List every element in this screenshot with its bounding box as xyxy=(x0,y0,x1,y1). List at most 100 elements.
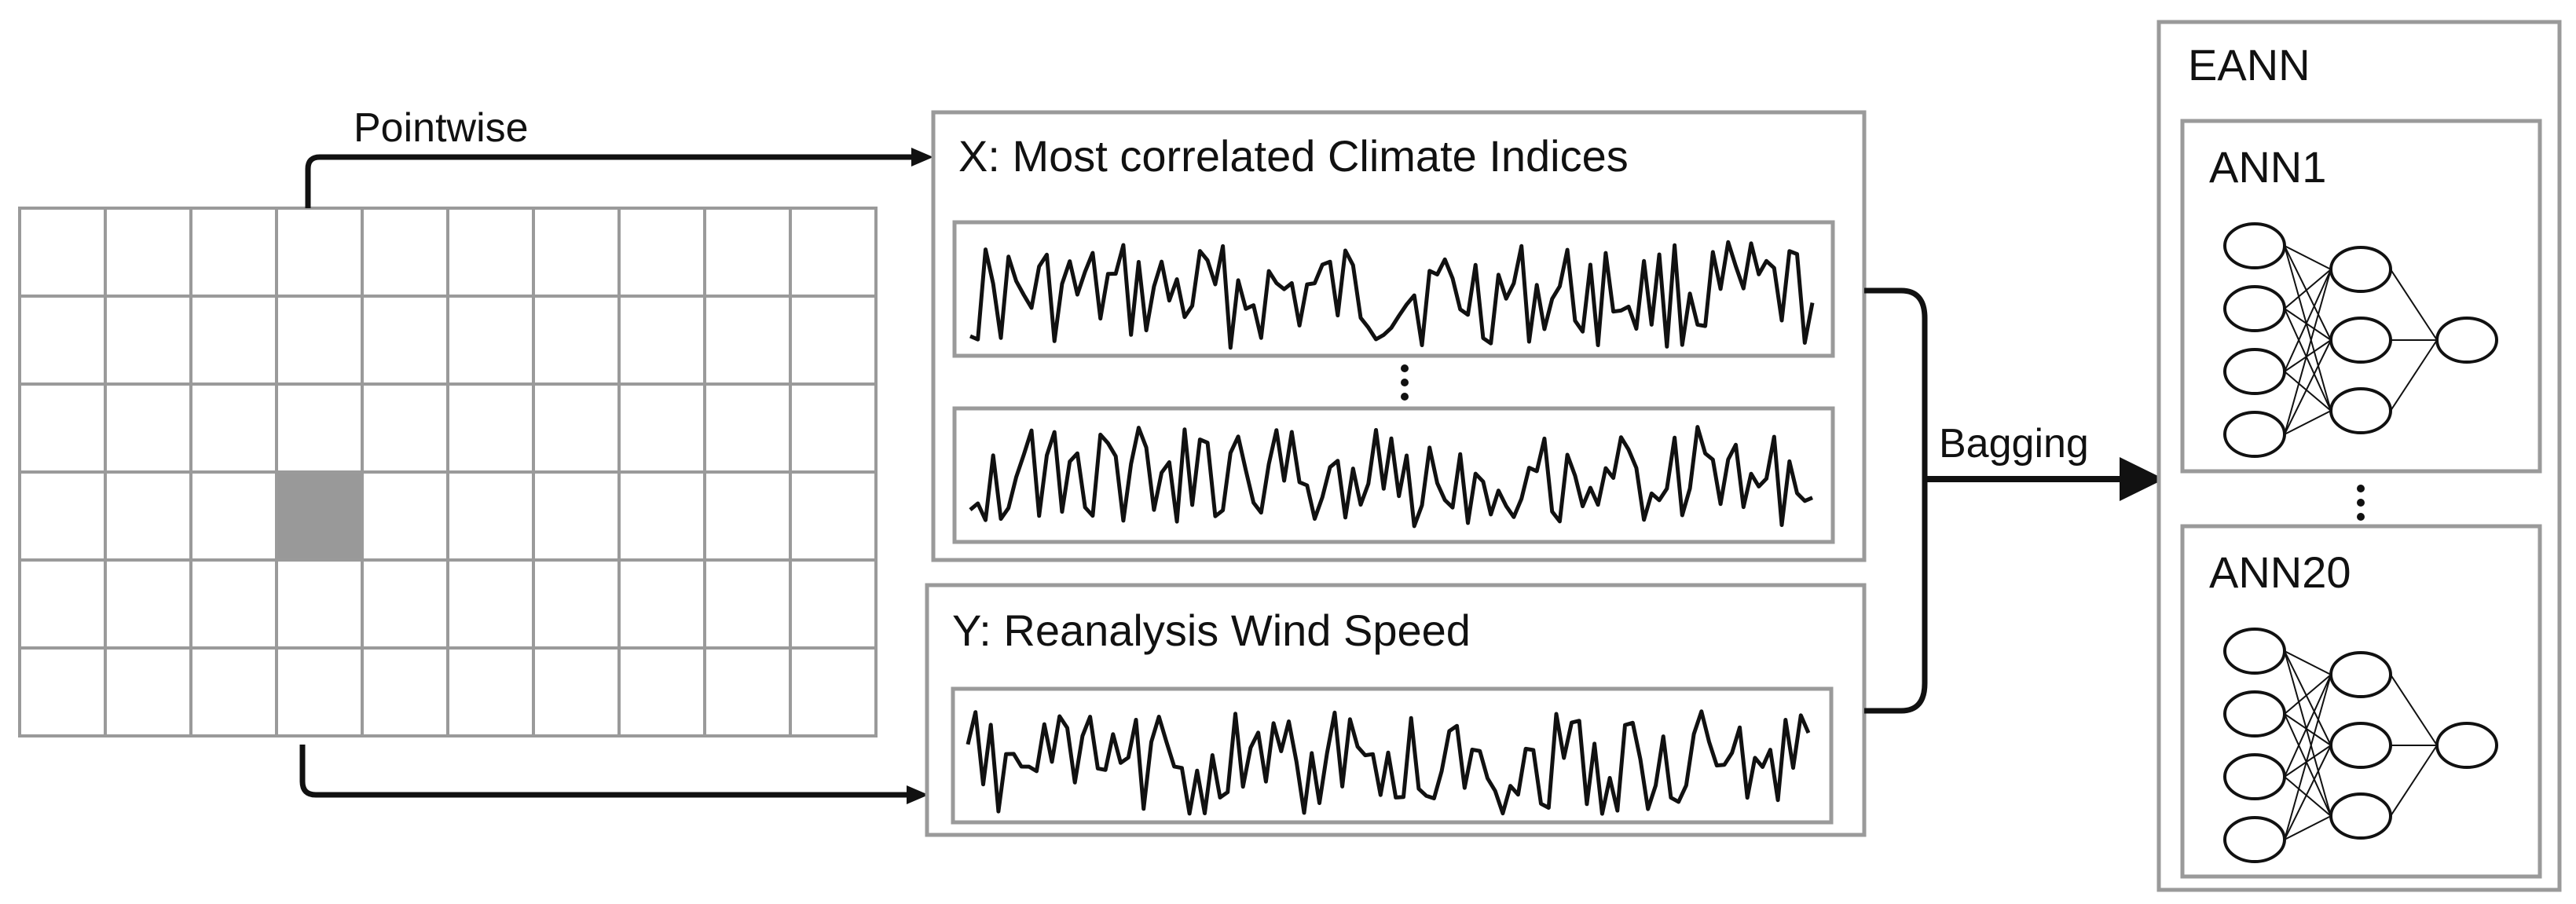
pointwise-arrowhead-x xyxy=(911,148,933,167)
network-connection xyxy=(2284,245,2332,412)
network-connection xyxy=(2284,308,2332,341)
network-connection xyxy=(2284,674,2332,778)
grid-cell xyxy=(446,207,535,298)
input-node xyxy=(2223,222,2286,269)
network-connection xyxy=(2284,245,2332,270)
grid-cell xyxy=(104,382,192,474)
network-connection xyxy=(2284,745,2332,778)
input-node xyxy=(2223,690,2286,737)
grid-cell xyxy=(617,207,706,298)
grid-cell xyxy=(189,470,278,562)
model-title-first: ANN1 xyxy=(2209,142,2326,192)
grid-cell xyxy=(275,207,364,298)
grid-cell xyxy=(446,295,535,386)
network-connection xyxy=(2284,269,2332,372)
grid-cell xyxy=(703,470,792,562)
grid-cell xyxy=(532,295,621,386)
grid-cell xyxy=(617,646,706,737)
grid-cell xyxy=(446,558,535,650)
grid-cell xyxy=(18,382,107,474)
grid-cell xyxy=(446,382,535,474)
spatial-grid xyxy=(18,207,878,737)
grid-cell xyxy=(789,646,878,737)
hidden-node xyxy=(2329,387,2392,434)
network-connection xyxy=(2284,410,2332,435)
grid-cell xyxy=(703,207,792,298)
grid-cell xyxy=(275,558,364,650)
grid-cell xyxy=(703,558,792,650)
grid-cell-selected xyxy=(275,470,364,562)
hidden-node xyxy=(2329,651,2392,698)
predictors-title: X: Most correlated Climate Indices xyxy=(958,131,1629,181)
network-connection xyxy=(2284,650,2332,746)
grid-cell xyxy=(361,207,449,298)
target-title: Y: Reanalysis Wind Speed xyxy=(952,606,1471,655)
target-series-panel xyxy=(951,686,1834,825)
grid-cell xyxy=(789,558,878,650)
input-node xyxy=(2223,816,2286,863)
network-connection xyxy=(2284,745,2332,840)
hidden-node xyxy=(2329,722,2392,769)
predictor-series-line-n xyxy=(969,425,1813,529)
grid-cell xyxy=(789,470,878,562)
neural-network-icon-first xyxy=(2223,222,2498,458)
network-connection xyxy=(2284,269,2332,309)
grid-cell xyxy=(617,382,706,474)
network-connection xyxy=(2390,339,2438,412)
grid-cell xyxy=(18,470,107,562)
grid-cell xyxy=(532,470,621,562)
grid-cell xyxy=(104,646,192,737)
input-node xyxy=(2223,285,2286,332)
input-node xyxy=(2223,411,2286,458)
network-connection xyxy=(2284,371,2332,412)
grid-cell xyxy=(18,295,107,386)
output-node xyxy=(2435,317,2498,364)
network-connection xyxy=(2284,674,2332,715)
grid-cell xyxy=(18,207,107,298)
grid-cell xyxy=(189,558,278,650)
network-connection xyxy=(2284,650,2332,817)
grid-cell xyxy=(532,207,621,298)
grid-cell xyxy=(104,295,192,386)
bagging-arrowhead xyxy=(2120,457,2164,501)
pointwise-arrow-x xyxy=(305,154,919,208)
target-series-line xyxy=(966,709,1811,816)
model-title-last: ANN20 xyxy=(2209,547,2351,597)
grid-cell xyxy=(104,558,192,650)
vertical-ellipsis-icon xyxy=(1401,364,1409,401)
network-connection xyxy=(2284,245,2332,341)
grid-cell xyxy=(617,295,706,386)
input-node xyxy=(2223,348,2286,395)
network-connection xyxy=(2284,776,2332,817)
network-connection xyxy=(2284,339,2332,435)
network-connection xyxy=(2284,339,2332,372)
grid-cell xyxy=(703,646,792,737)
hidden-node xyxy=(2329,246,2392,293)
network-connection xyxy=(2284,713,2332,817)
network-connection xyxy=(2284,815,2332,840)
predictor-series-panel-1 xyxy=(952,220,1835,358)
predictor-series-panel-n xyxy=(952,406,1835,544)
pointwise-label: Pointwise xyxy=(354,105,529,151)
grid-cell xyxy=(104,470,192,562)
pointwise-arrow-y xyxy=(299,745,913,798)
predictor-series-line-1 xyxy=(969,240,1815,350)
ensemble-title: EANN xyxy=(2188,40,2310,90)
grid-cell xyxy=(104,207,192,298)
grid-cell xyxy=(275,295,364,386)
grid-cell xyxy=(18,558,107,650)
grid-cell xyxy=(361,382,449,474)
grid-cell xyxy=(789,382,878,474)
grid-cell xyxy=(275,382,364,474)
grid-cell xyxy=(361,646,449,737)
grid-cell xyxy=(789,295,878,386)
grid-cell xyxy=(789,207,878,298)
grid-cell xyxy=(446,646,535,737)
grid-cell xyxy=(703,382,792,474)
grid-cell xyxy=(189,646,278,737)
input-node xyxy=(2223,753,2286,800)
network-connection xyxy=(2284,674,2332,840)
network-connection xyxy=(2284,713,2332,746)
pointwise-arrowhead-y xyxy=(907,785,929,804)
